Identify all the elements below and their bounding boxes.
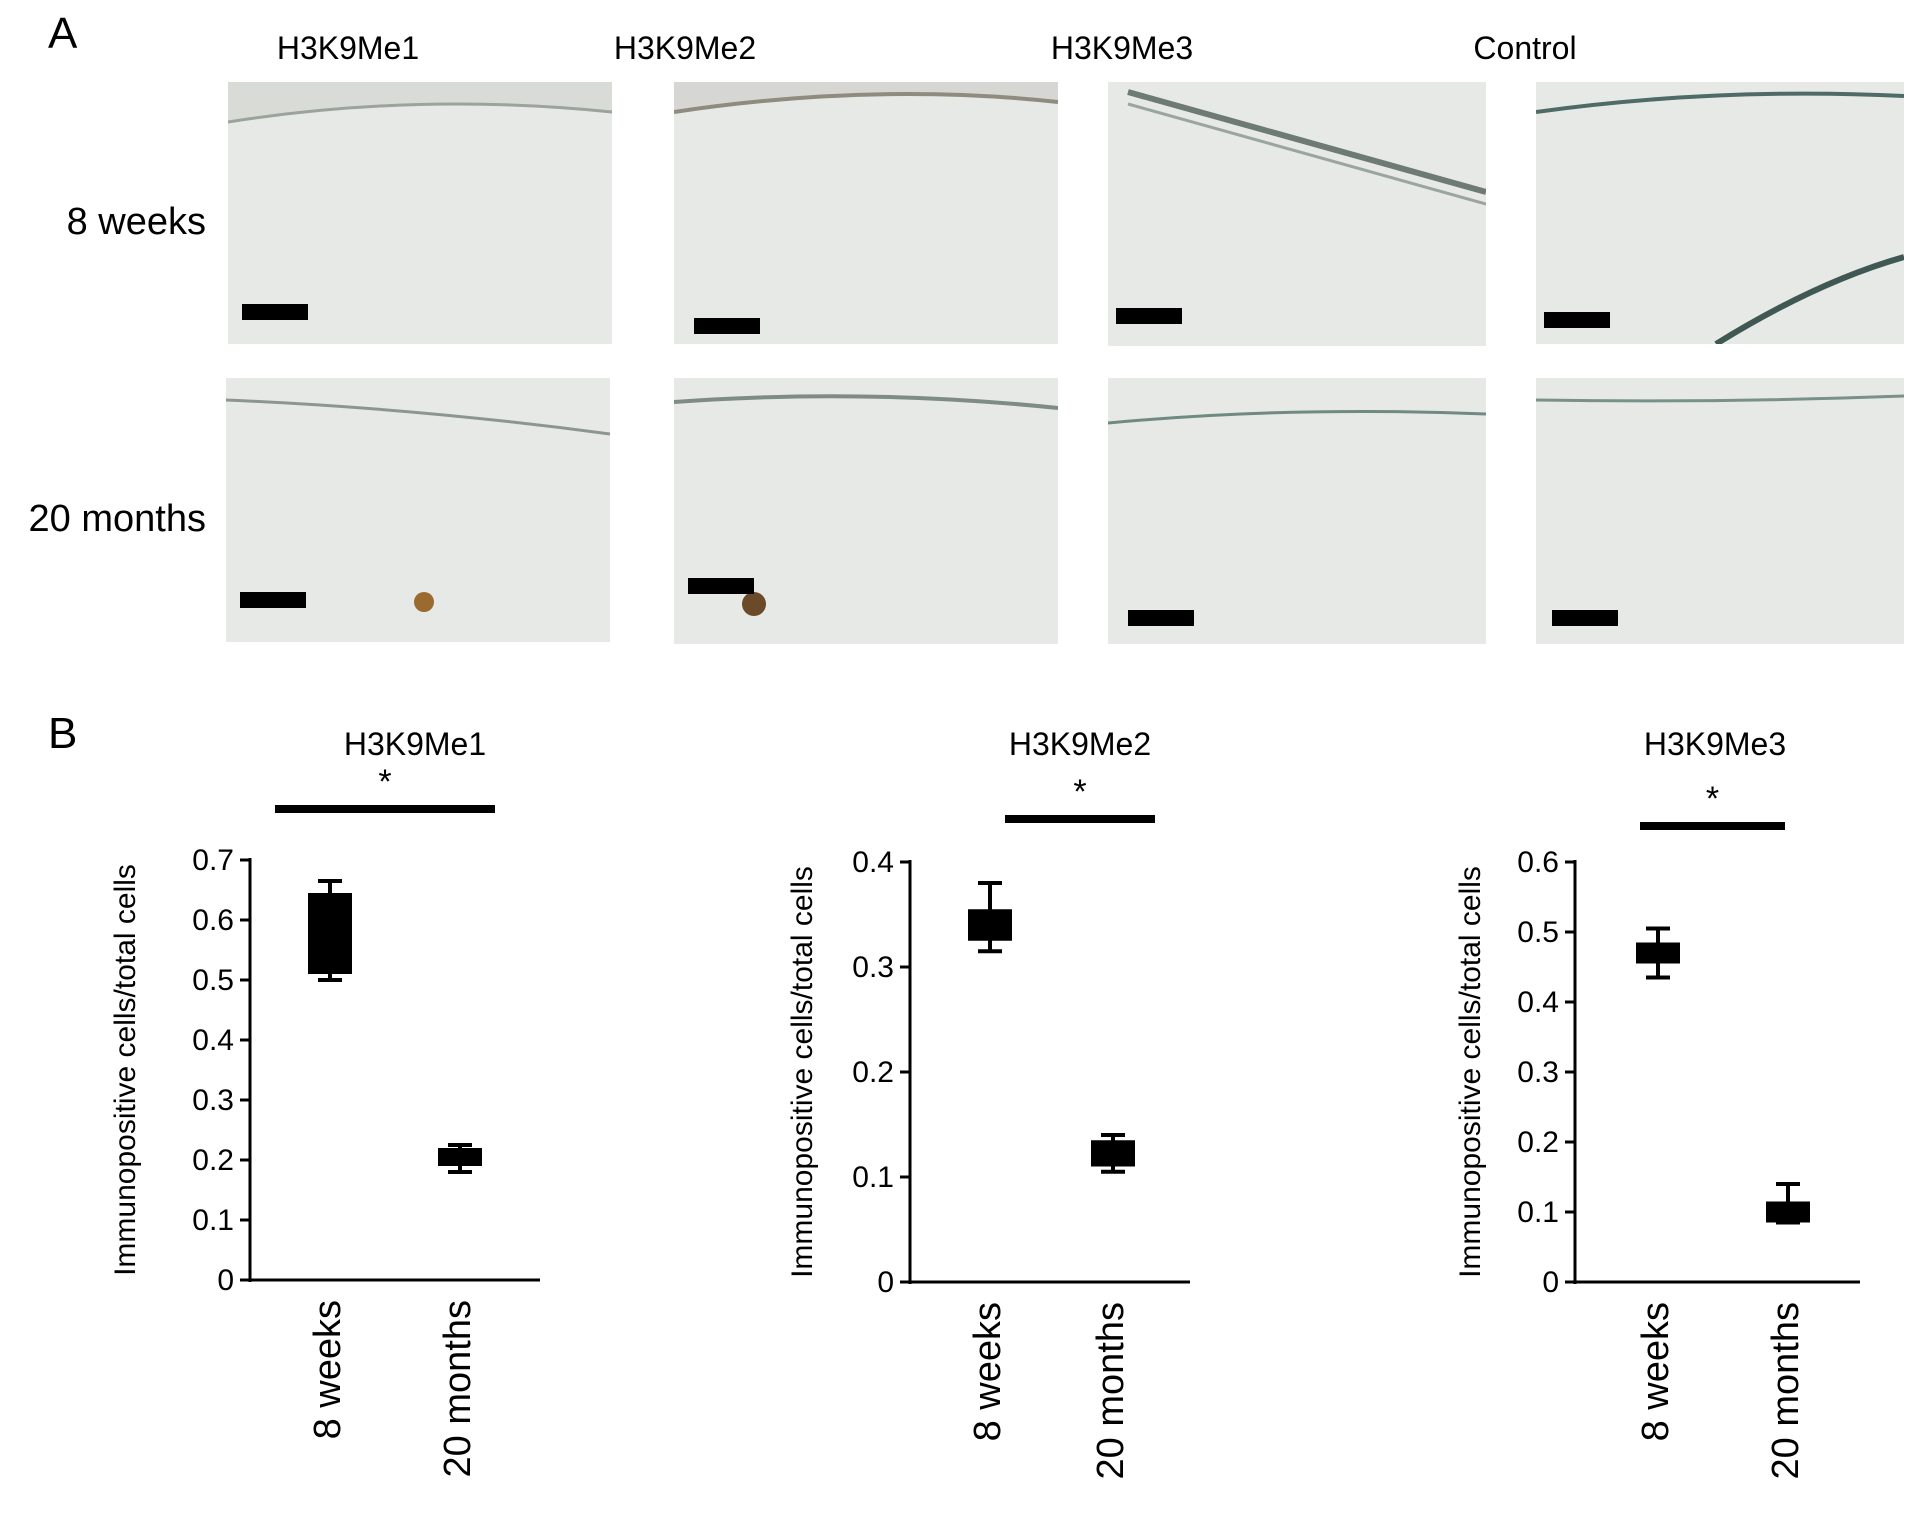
x-category-label: 8 weeks: [307, 1300, 349, 1439]
y-axis-label: Immunopositive cells/total cells: [109, 864, 142, 1276]
x-category-label: 20 months: [1765, 1302, 1807, 1479]
row-label-8-weeks: 8 weeks: [66, 201, 206, 243]
y-tick-label: 0.5: [192, 964, 234, 997]
micrograph-h3k9me1-20-months: [226, 378, 610, 642]
y-tick-label: 0.4: [192, 1024, 234, 1057]
boxplot-h3k9me2: H3K9Me2 * 0 0.1 0.2 0.3 0.4 Immunopositive cell…: [780, 720, 1200, 1515]
significance-bar: [1640, 822, 1785, 830]
x-category-label: 8 weeks: [1635, 1302, 1677, 1441]
significance-star: *: [1073, 773, 1086, 811]
y-tick-label: 0: [877, 1266, 894, 1299]
scale-bar: [242, 304, 308, 320]
column-title-h3k9me2: H3K9Me2: [613, 30, 757, 66]
significance-star: *: [1706, 780, 1719, 818]
y-tick-label: 0.4: [1517, 986, 1559, 1019]
x-category-label: 20 months: [1090, 1302, 1132, 1479]
box-8-weeks: [1636, 942, 1680, 964]
y-tick-label: 0.7: [192, 844, 234, 877]
boxplot-h3k9me1: H3K9Me1 * 0 0.1 0.2 0.3 0.4 0.5 0.6 0.7 Immunoposi…: [100, 720, 560, 1515]
micrograph-control-8-weeks: [1536, 82, 1904, 344]
y-tick-label: 0.1: [1517, 1196, 1559, 1229]
y-tick-label: 0.2: [852, 1056, 894, 1089]
panel-a-label: A: [48, 9, 78, 58]
scale-bar: [240, 592, 306, 608]
boxplot-h3k9me3: H3K9Me3 * 0 0.1 0.2 0.3 0.4 0.5 0.6 Immunopositiv…: [1440, 720, 1900, 1515]
y-tick-label: 0.1: [192, 1204, 234, 1237]
y-tick-label: 0.1: [852, 1161, 894, 1194]
y-axis-label: Immunopositive cells/total cells: [1454, 866, 1487, 1278]
box-20-months: [438, 1148, 482, 1166]
panel-b-label: B: [48, 709, 78, 758]
scale-bar: [1544, 312, 1610, 328]
scale-bar: [1128, 610, 1194, 626]
micrograph-h3k9me2-20-months: [674, 378, 1058, 644]
column-title-control: Control: [1473, 30, 1577, 66]
significance-bar: [275, 805, 495, 813]
y-tick-label: 0.5: [1517, 916, 1559, 949]
y-tick-label: 0: [1542, 1266, 1559, 1299]
micrograph-h3k9me3-8-weeks: [1108, 82, 1486, 346]
micrograph-h3k9me2-8-weeks: [674, 82, 1058, 344]
micrograph-h3k9me3-20-months: [1108, 378, 1486, 644]
scale-bar: [1552, 610, 1618, 626]
x-category-label: 8 weeks: [967, 1302, 1009, 1441]
significance-star: *: [378, 763, 391, 801]
y-tick-label: 0.6: [192, 904, 234, 937]
significance-bar: [1005, 815, 1155, 823]
box-20-months: [1091, 1140, 1135, 1167]
box-20-months: [1766, 1201, 1810, 1223]
box-8-weeks: [968, 909, 1012, 941]
column-title-h3k9me1: H3K9Me1: [276, 30, 420, 66]
box-8-weeks: [308, 893, 352, 974]
y-tick-label: 0.3: [852, 951, 894, 984]
scale-bar: [688, 578, 754, 594]
micrograph-control-20-months: [1536, 378, 1904, 644]
column-title-h3k9me3: H3K9Me3: [1050, 30, 1194, 66]
micrograph-h3k9me1-8-weeks: [228, 82, 612, 344]
y-axis-label: Immunopositive cells/total cells: [786, 866, 819, 1278]
chart-title: H3K9Me3: [1644, 726, 1786, 762]
y-tick-label: 0.2: [1517, 1126, 1559, 1159]
y-tick-label: 0.3: [1517, 1056, 1559, 1089]
y-tick-label: 0.2: [192, 1144, 234, 1177]
y-tick-label: 0.3: [192, 1084, 234, 1117]
scale-bar: [694, 318, 760, 334]
y-tick-label: 0.4: [852, 846, 894, 879]
y-tick-label: 0: [217, 1264, 234, 1297]
y-tick-label: 0.6: [1517, 846, 1559, 879]
chart-title: H3K9Me2: [1009, 726, 1151, 762]
row-label-20-months: 20 months: [28, 498, 206, 540]
x-category-label: 20 months: [437, 1300, 479, 1477]
scale-bar: [1116, 308, 1182, 324]
chart-title: H3K9Me1: [344, 726, 486, 762]
